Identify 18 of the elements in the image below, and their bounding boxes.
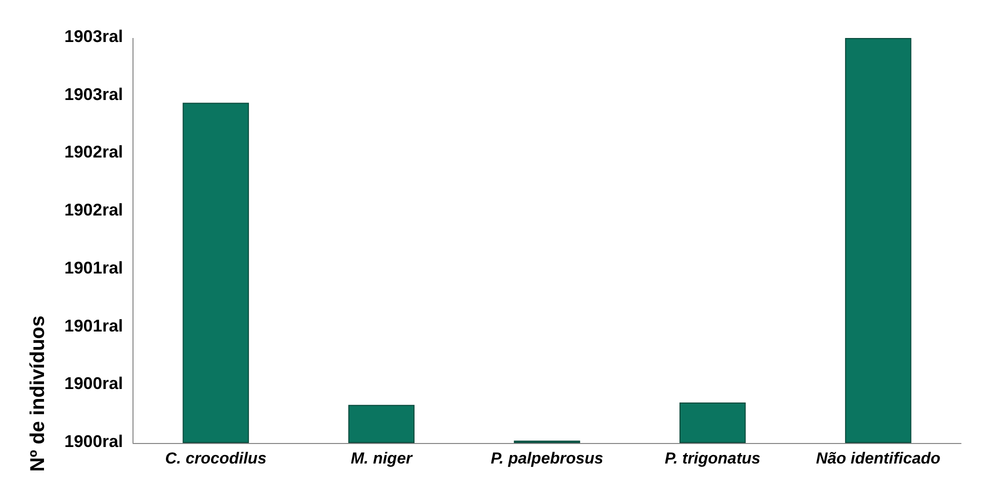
- text: 1901ral: [64, 258, 124, 278]
- x-tick-label: C. crocodilus: [165, 450, 267, 468]
- bar: [679, 402, 746, 443]
- text: 1902ral: [64, 142, 124, 162]
- text: 1903ral: [64, 27, 124, 46]
- text: 1903ral: [64, 84, 124, 104]
- x-tick-label: P. palpebrosus: [490, 450, 604, 468]
- y-axis-title: Nº de indivíduos: [27, 316, 49, 472]
- bar: [348, 404, 415, 443]
- x-tick-label: Não identificado: [816, 450, 941, 468]
- bar: [182, 102, 249, 443]
- x-tick-label: P. trigonatus: [664, 450, 761, 468]
- text: 1900ral: [64, 432, 124, 451]
- x-tick-label: M. niger: [350, 450, 413, 468]
- text: 1900ral: [64, 374, 124, 394]
- bar: [845, 38, 912, 443]
- text: 1901ral: [64, 316, 124, 336]
- text: 1902ral: [64, 200, 124, 220]
